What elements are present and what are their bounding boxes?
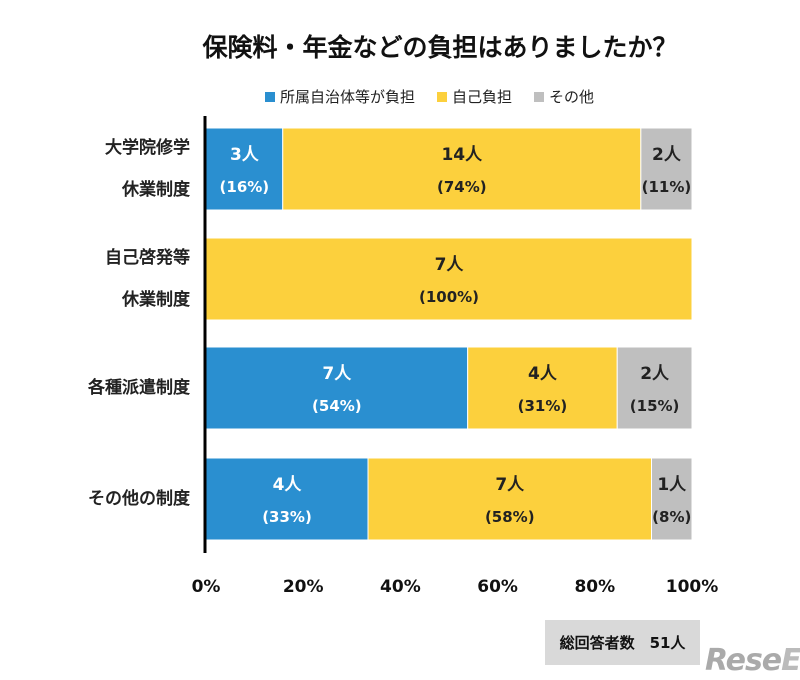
category-label: 大学院修学 休業制度 bbox=[105, 138, 190, 200]
count-label: 7人 bbox=[495, 475, 525, 495]
bar-segment bbox=[651, 457, 693, 541]
legend-item: 所属自治体等が負担 bbox=[265, 86, 415, 107]
percent-label: (74%) bbox=[437, 178, 487, 196]
category-label: その他の制度 bbox=[88, 489, 190, 509]
x-tick-label: 0% bbox=[192, 577, 221, 597]
legend-item: その他 bbox=[534, 86, 594, 107]
legend: 所属自治体等が負担 自己負担 その他 bbox=[265, 86, 594, 107]
percent-label: (58%) bbox=[485, 508, 535, 526]
x-tick-label: 100% bbox=[666, 577, 719, 597]
bar-segment bbox=[367, 457, 652, 541]
legend-label: その他 bbox=[549, 88, 595, 106]
percent-label: (31%) bbox=[518, 397, 568, 415]
category-label: 各種派遣制度 bbox=[88, 378, 190, 398]
bar-segment bbox=[640, 127, 693, 211]
category-label: 自己啓発等 休業制度 bbox=[105, 248, 190, 310]
count-label: 4人 bbox=[528, 364, 558, 384]
count-label: 7人 bbox=[435, 255, 465, 275]
count-label: 2人 bbox=[652, 145, 682, 165]
legend-label: 所属自治体等が負担 bbox=[280, 88, 416, 106]
count-label: 14人 bbox=[441, 145, 483, 165]
chart-title: 保険料・年金などの負担はありましたか？ bbox=[202, 33, 678, 62]
bar-segment bbox=[282, 127, 642, 211]
percent-label: (54%) bbox=[312, 397, 362, 415]
count-label: 2人 bbox=[640, 364, 670, 384]
x-tick-label: 80% bbox=[574, 577, 615, 597]
bar-segment bbox=[616, 346, 693, 430]
count-label: 1人 bbox=[657, 475, 687, 495]
legend-label: 自己負担 bbox=[452, 88, 513, 106]
count-label: 4人 bbox=[273, 475, 303, 495]
percent-label: (11%) bbox=[642, 178, 692, 196]
bar-segment bbox=[205, 346, 469, 430]
count-label: 7人 bbox=[322, 364, 352, 384]
x-tick-label: 60% bbox=[477, 577, 518, 597]
logo: ReseEd bbox=[705, 643, 800, 678]
count-label: 3人 bbox=[230, 145, 260, 165]
bar-segment bbox=[467, 346, 618, 430]
total-respondents: 総回答者数 51人 bbox=[545, 620, 700, 665]
percent-label: (8%) bbox=[652, 508, 691, 526]
percent-label: (33%) bbox=[262, 508, 312, 526]
bar-segment bbox=[205, 237, 693, 321]
percent-label: (100%) bbox=[419, 288, 479, 306]
percent-label: (15%) bbox=[630, 397, 680, 415]
bar-segment bbox=[205, 127, 284, 211]
x-tick-label: 20% bbox=[283, 577, 324, 597]
percent-label: (16%) bbox=[220, 178, 270, 196]
x-tick-label: 40% bbox=[380, 577, 421, 597]
legend-item: 自己負担 bbox=[437, 86, 512, 107]
bar-segment bbox=[205, 457, 369, 541]
